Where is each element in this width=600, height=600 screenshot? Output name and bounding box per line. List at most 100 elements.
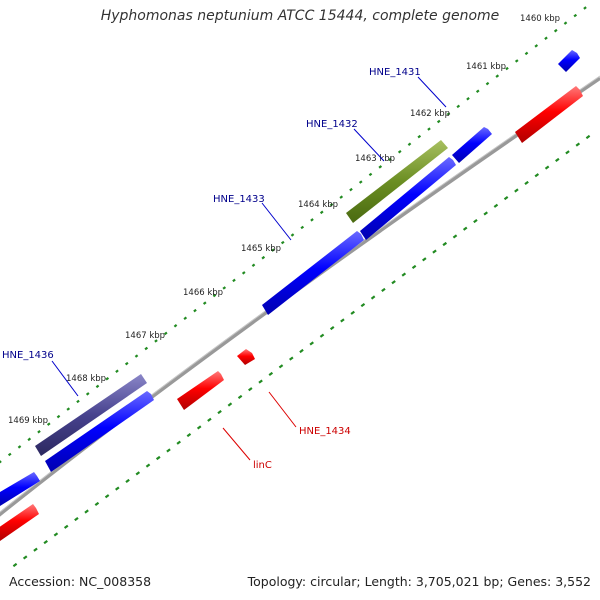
inner-tick-mark (432, 249, 437, 254)
outer-tick-mark (475, 89, 480, 93)
inner-tick-mark (43, 540, 48, 545)
inner-tick-mark (514, 188, 519, 193)
outer-tick-mark (514, 59, 519, 63)
gene-label-hne-1431[interactable]: HNE_1431 (369, 67, 421, 78)
inner-tick-mark (319, 333, 325, 338)
gene-forward-arrow-2[interactable] (45, 391, 154, 472)
gene-hne-1436-feature[interactable] (35, 374, 147, 456)
outer-tick-mark (388, 157, 392, 162)
inner-tick-mark (186, 433, 192, 438)
outer-tick-mark (485, 81, 490, 86)
outer-tick-mark (154, 339, 158, 343)
outer-tick-mark (144, 346, 149, 351)
tick-label-1465: 1465 kbp (241, 244, 281, 254)
outer-tick-mark (280, 240, 285, 245)
inner-tick-mark (196, 425, 202, 430)
gene-hne-1434-arrow[interactable] (237, 349, 255, 365)
tick-label-1460: 1460 kbp (520, 14, 560, 24)
inner-tick-mark (422, 257, 427, 262)
outer-tick-mark (427, 127, 431, 131)
tick-label-1467: 1467 kbp (125, 331, 165, 341)
gene-label-linc[interactable]: linC (253, 460, 272, 471)
inner-tick-mark (135, 471, 141, 476)
outer-tick-mark (310, 218, 314, 222)
outer-tick-mark (76, 399, 80, 404)
inner-tick-mark (176, 440, 181, 445)
inner-tick-mark (227, 402, 233, 407)
inner-tick-mark (155, 455, 161, 461)
outer-tick-mark (163, 331, 168, 336)
inner-tick-mark (503, 196, 509, 201)
tick-label-1469: 1469 kbp (8, 416, 48, 426)
gene-linc-arrow[interactable] (177, 371, 224, 410)
inner-tick-mark (104, 494, 110, 499)
gene-label-hne-1436[interactable]: HNE_1436 (2, 350, 54, 361)
gene-forward-arrow-1[interactable] (360, 157, 456, 240)
inner-tick-mark (125, 478, 130, 483)
inner-tick-mark (534, 173, 540, 178)
inner-tick-mark (370, 295, 376, 300)
inner-tick-mark (329, 326, 335, 331)
inner-tick-mark (524, 180, 529, 185)
outer-tick-mark (583, 6, 587, 10)
inner-tick-mark (12, 562, 18, 568)
outer-tick-mark (505, 66, 509, 71)
outer-tick-mark (27, 437, 32, 442)
inner-tick-mark (145, 463, 151, 468)
gene-reverse-arrow-2[interactable] (0, 504, 39, 541)
outer-tick-mark (573, 13, 578, 18)
gene-label-hne-1433[interactable]: HNE_1433 (213, 194, 265, 205)
outer-tick-mark (436, 119, 441, 124)
inner-tick-mark (207, 417, 212, 422)
inner-tick-mark (473, 219, 478, 224)
backbone-highlight (0, 75, 600, 513)
inner-tick-mark (340, 318, 345, 323)
gene-hne-1432-forward-arrow[interactable] (452, 127, 492, 163)
inner-tick-mark (381, 287, 386, 292)
gene-hne-1432-rna[interactable] (346, 140, 448, 223)
tick-label-1461: 1461 kbp (466, 62, 506, 72)
outer-tick-mark (134, 354, 139, 358)
inner-tick-mark (289, 356, 294, 361)
outer-tick-mark (290, 233, 295, 237)
inner-tick-mark (268, 371, 274, 376)
leader-linc (222, 427, 251, 461)
figure-title: Hyphomonas neptunium ATCC 15444, complet… (100, 8, 500, 24)
outer-tick-mark (115, 369, 119, 373)
outer-tick-mark (349, 187, 353, 192)
outer-tick-mark (212, 293, 217, 298)
gene-hne-1433-arrow[interactable] (262, 231, 364, 315)
inner-tick-mark (278, 364, 284, 369)
inner-tick-mark (237, 394, 243, 399)
outer-tick-mark (339, 195, 344, 199)
inner-tick-mark (309, 341, 314, 346)
outer-tick-mark (232, 278, 236, 283)
inner-tick-mark (401, 272, 407, 277)
outer-tick-mark (222, 286, 227, 290)
gene-forward-arrow-3[interactable] (0, 472, 40, 506)
outer-tick-mark (319, 210, 324, 215)
outer-tick-mark (56, 414, 61, 419)
inner-tick-mark (452, 234, 458, 239)
inner-tick-mark (217, 410, 222, 415)
outer-tick-mark (251, 263, 256, 267)
outer-tick-mark (300, 225, 305, 230)
inner-tick-mark (258, 379, 263, 384)
tick-label-1466: 1466 kbp (183, 288, 223, 298)
outer-tick-mark (553, 28, 558, 33)
inner-tick-mark (391, 280, 396, 285)
outer-tick-mark (358, 180, 363, 184)
gene-reverse-arrow-1[interactable] (515, 86, 583, 143)
gene-label-hne-1434[interactable]: HNE_1434 (299, 426, 351, 437)
tick-label-1464: 1464 kbp (298, 200, 338, 210)
outer-tick-mark (466, 97, 470, 101)
inner-tick-mark (411, 264, 417, 269)
outer-tick-mark (37, 430, 41, 434)
gene-hne-1431-arrow[interactable] (558, 50, 580, 72)
outer-tick-mark (446, 112, 451, 116)
gene-label-hne-1432[interactable]: HNE_1432 (306, 119, 358, 130)
outer-tick-mark (407, 142, 412, 146)
outer-tick-mark (397, 150, 402, 154)
accession-text: Accession: NC_008358 (9, 574, 152, 589)
inner-tick-mark (544, 165, 550, 170)
